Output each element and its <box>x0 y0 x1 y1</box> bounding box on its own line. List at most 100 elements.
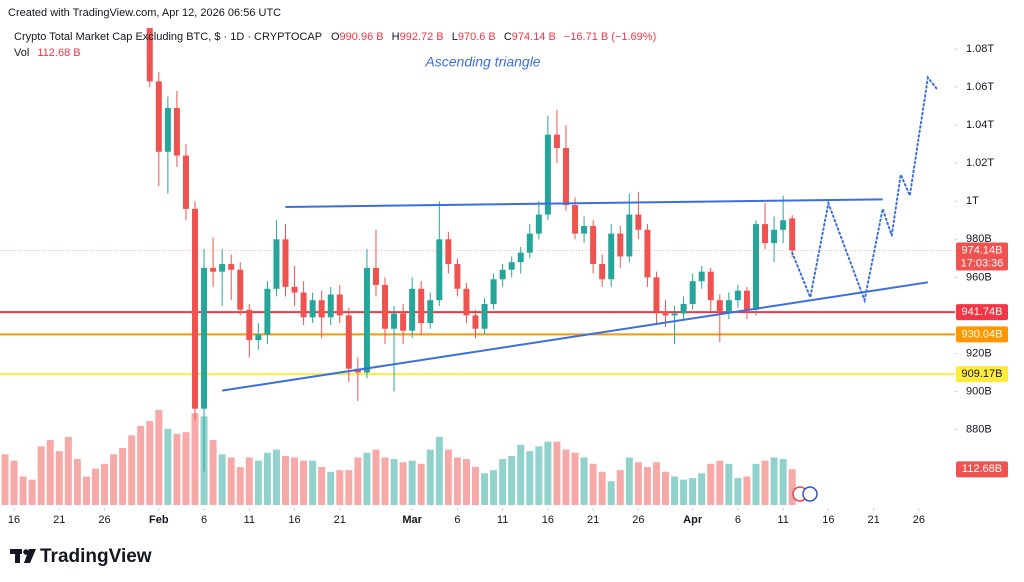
candle-body <box>164 108 171 152</box>
candle-body <box>734 290 741 301</box>
candle-body <box>219 264 226 272</box>
candle-body <box>327 294 334 318</box>
volume-bar <box>300 460 308 505</box>
volume-bar <box>616 470 624 505</box>
candle-body <box>762 224 769 244</box>
volume-bar <box>462 459 470 505</box>
candle-body <box>499 269 506 280</box>
candle-body <box>427 300 434 324</box>
overlay: 880B 900B 920B 960B 980B 1T 1.02T 1.04T 1.06T 1.0… <box>8 43 1008 526</box>
candle-body <box>572 205 579 234</box>
x-tick-label: 6 <box>735 514 741 526</box>
volume-bar <box>82 476 90 505</box>
candle-body <box>273 239 280 289</box>
volume-box-label: 112.68B <box>962 463 1002 475</box>
volume-box <box>956 461 1008 478</box>
candle-body <box>716 300 723 312</box>
x-tick-label: Mar <box>402 514 422 526</box>
trendline <box>285 198 883 208</box>
x-tick-label: 26 <box>632 514 644 526</box>
volume-bar <box>734 478 742 505</box>
volume-bar <box>137 425 145 505</box>
x-tick-label: 21 <box>587 514 599 526</box>
volume-bar <box>19 476 27 505</box>
volume-bar <box>743 476 751 505</box>
candle-body <box>155 81 162 152</box>
candle-body <box>345 315 352 369</box>
legend-value: 974.14 B <box>512 31 556 43</box>
volume-bar <box>698 473 706 505</box>
event-icon[interactable] <box>802 486 818 502</box>
candle-body <box>391 313 398 329</box>
candle-body <box>608 233 615 280</box>
candle-body <box>662 311 669 316</box>
candle-body <box>436 239 443 301</box>
volume-bar <box>236 467 244 505</box>
volume-bar <box>1 454 9 505</box>
candle-body <box>146 28 153 82</box>
volume-bar <box>28 479 36 505</box>
volume-bar <box>218 454 226 505</box>
candle-body <box>309 300 316 318</box>
volume-bar <box>652 462 660 505</box>
volume-bar <box>716 460 724 505</box>
volume-legend: Vol 112.68 B <box>14 47 81 59</box>
candle-body <box>192 208 199 409</box>
candle-body <box>418 288 425 324</box>
volume-bar <box>64 436 72 505</box>
y-tick-label: 1.04T <box>966 119 994 131</box>
candle-body <box>318 300 325 318</box>
candle-body <box>481 304 488 329</box>
volume-bar <box>580 457 588 505</box>
level-box <box>956 304 1008 321</box>
volume-bar <box>354 457 362 505</box>
volume-bar <box>499 459 507 505</box>
candle-body <box>644 229 651 278</box>
candle-body <box>526 233 533 253</box>
volume-bar <box>119 448 127 505</box>
legend-key: O <box>331 31 340 43</box>
volume-bar <box>788 469 796 505</box>
x-tick-label: 16 <box>822 514 834 526</box>
candle-body <box>680 304 687 314</box>
volume-bar <box>752 463 760 505</box>
candle-body <box>454 264 461 289</box>
volume-bar <box>263 452 271 505</box>
volume-bar <box>490 470 498 505</box>
legend-key: H <box>392 31 400 43</box>
candle-body <box>725 300 732 312</box>
candle-body <box>553 134 560 148</box>
volume-bar <box>110 454 118 505</box>
x-tick-label: 6 <box>201 514 207 526</box>
candle-body <box>182 155 189 209</box>
candle-body <box>173 108 180 156</box>
volume-bar <box>625 457 633 505</box>
candle-body <box>789 218 796 251</box>
y-tick-label: 1.08T <box>966 43 994 55</box>
candle-body <box>562 147 569 206</box>
volume-bar <box>227 457 235 505</box>
candle-body <box>445 239 452 265</box>
candle-body <box>780 220 787 230</box>
volume-bar <box>417 463 425 505</box>
candle-body <box>237 269 244 310</box>
volume-bar <box>707 463 715 505</box>
candle-body <box>535 214 542 234</box>
volume-bar <box>761 460 769 505</box>
x-tick-label: 26 <box>98 514 110 526</box>
level-box <box>956 366 1008 383</box>
candle-body <box>246 309 253 341</box>
x-tick-label: 26 <box>913 514 925 526</box>
candle-body <box>626 214 633 257</box>
volume-bar <box>128 435 136 505</box>
candle-body <box>671 313 678 316</box>
candle-body <box>382 284 389 329</box>
projection-path <box>791 75 938 304</box>
volume-bar <box>146 421 154 505</box>
candle-body <box>372 267 379 285</box>
volume-bar <box>399 462 407 505</box>
candle-body <box>752 224 759 310</box>
x-tick-label: 6 <box>454 514 460 526</box>
x-tick-label: Apr <box>683 514 703 526</box>
candle-body <box>707 271 714 301</box>
